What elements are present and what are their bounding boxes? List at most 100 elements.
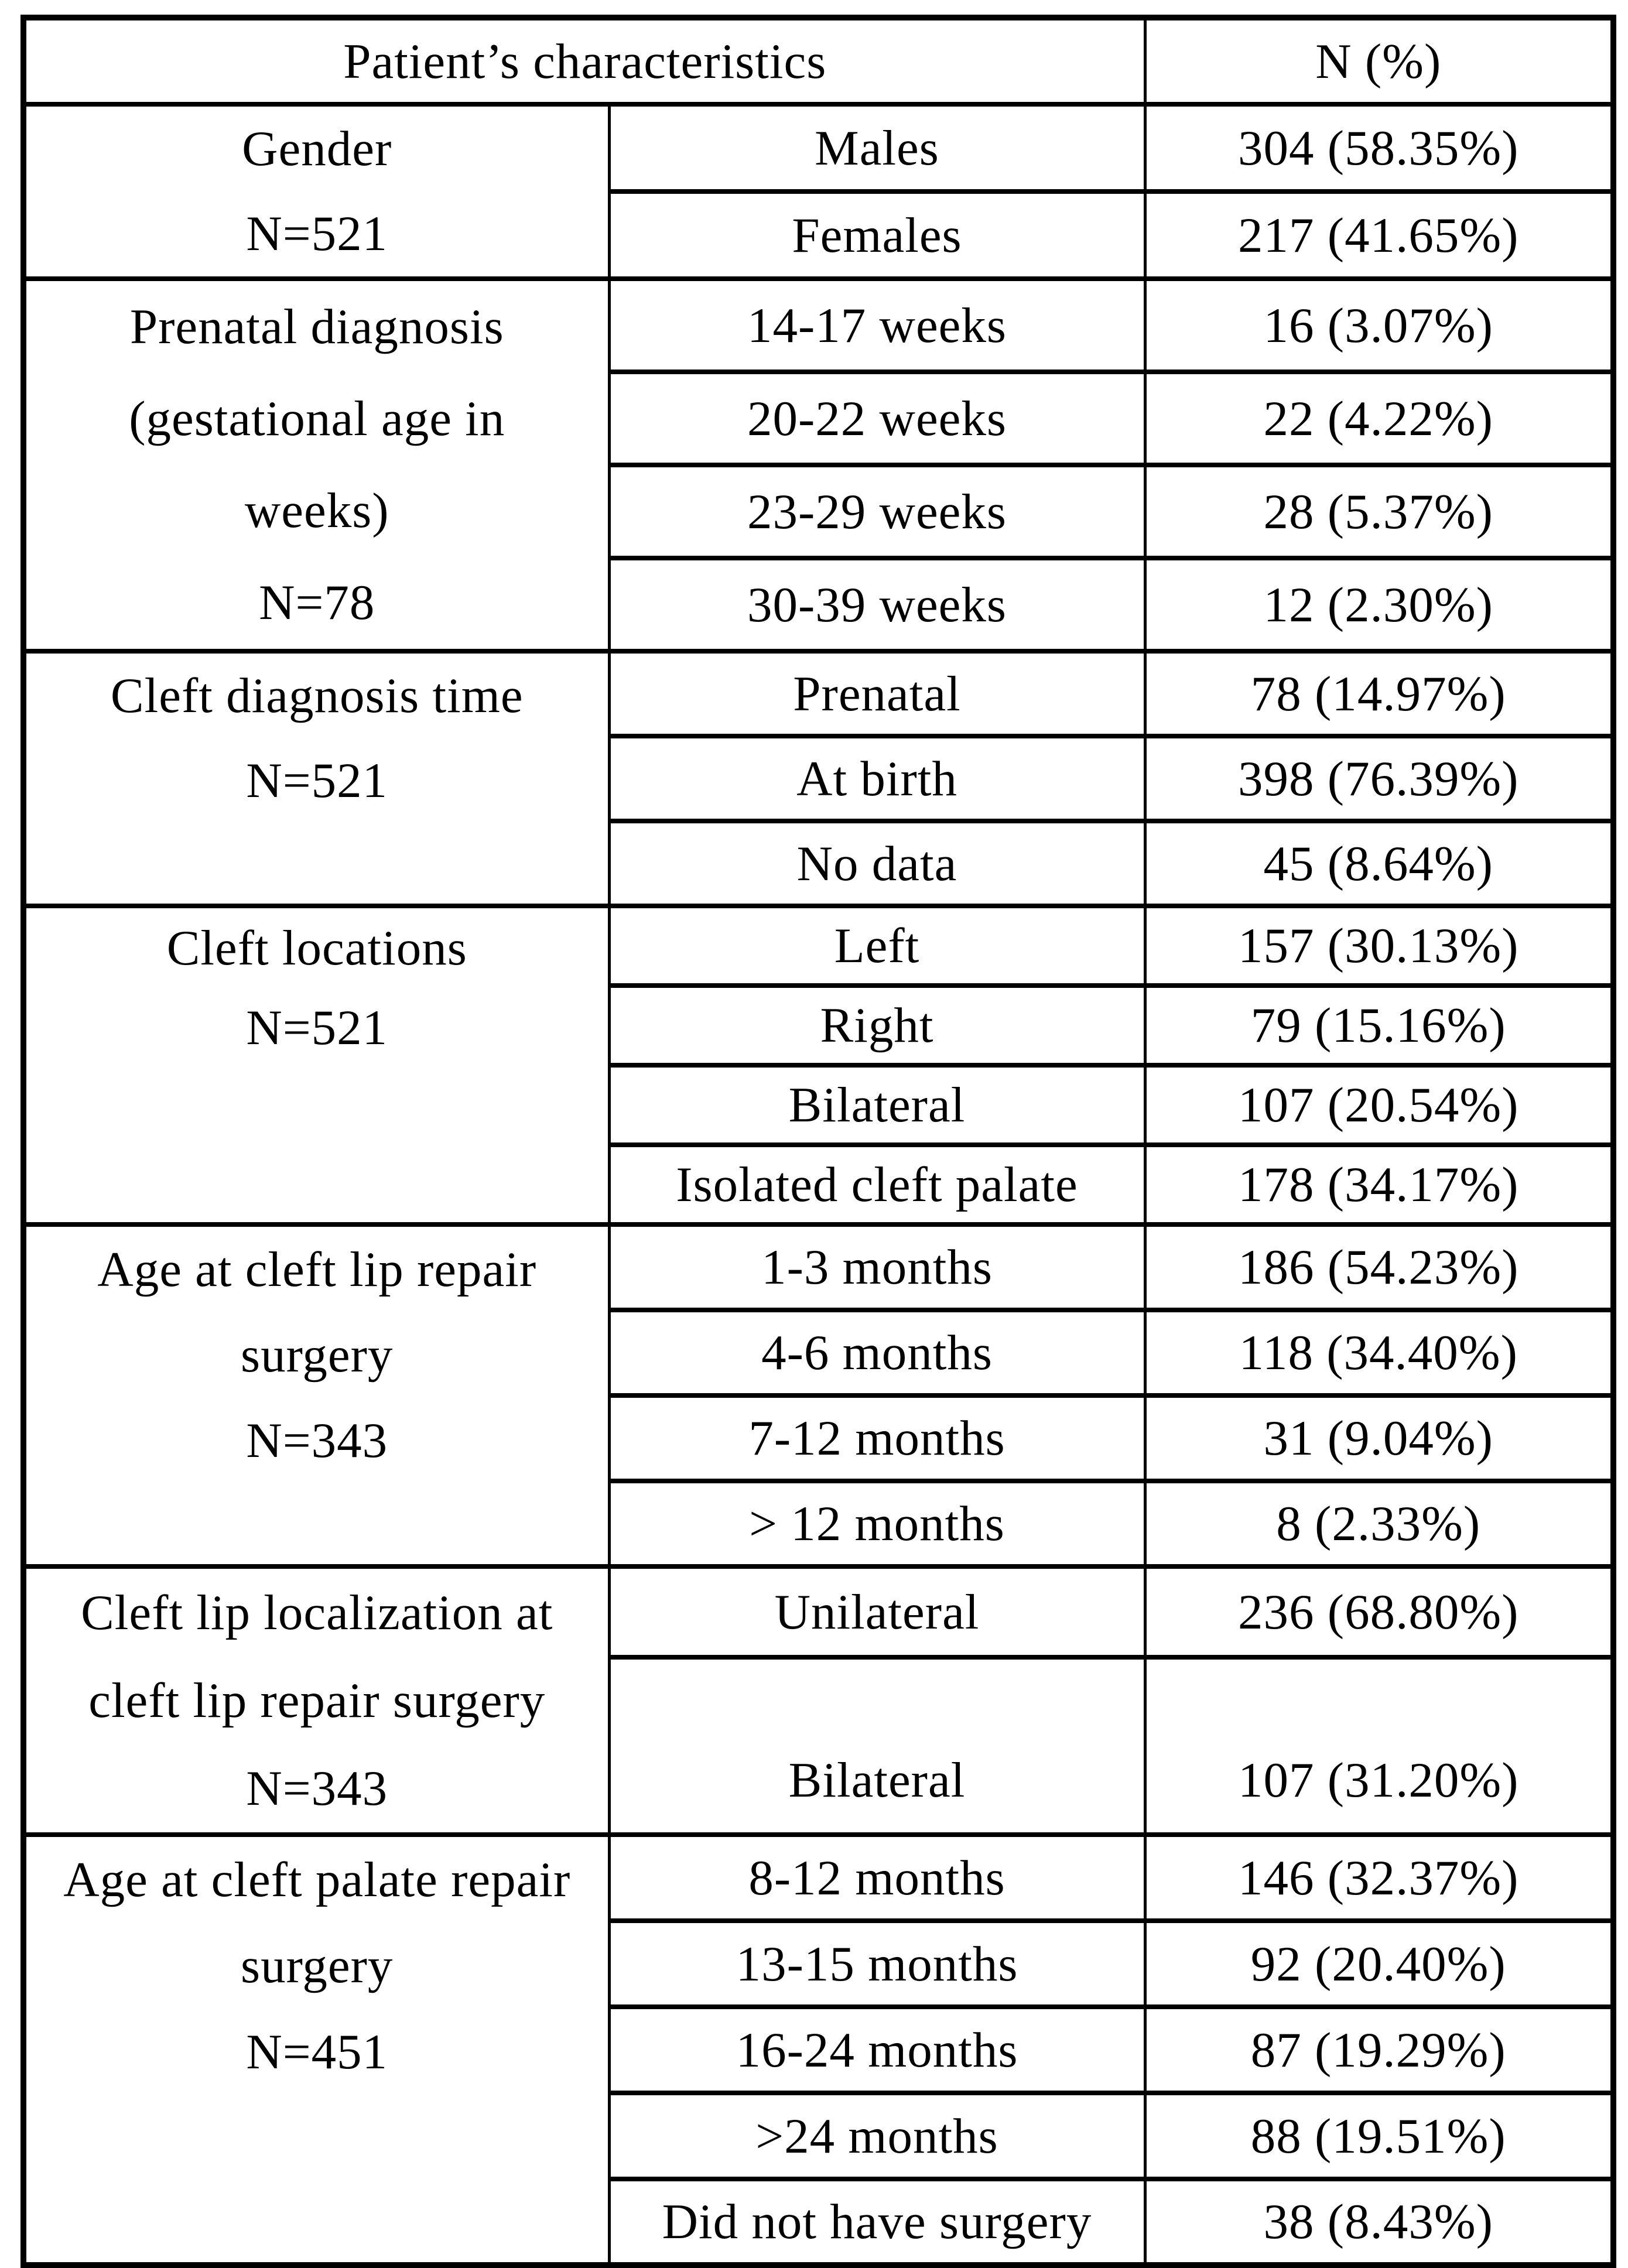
group-label-line: weeks): [244, 483, 389, 538]
patient-characteristics-table: Patient’s characteristics N (%) Gender N…: [20, 15, 1616, 2268]
group-label-line: surgery: [241, 1328, 394, 1383]
table-row: 16-24 months 87 (19.29%): [23, 2004, 1615, 2095]
value-cell: 107 (20.54%): [1143, 1063, 1615, 1147]
table-row: Did not have surgery 38 (8.43%): [23, 2177, 1615, 2267]
group-label-line: Cleft locations: [166, 921, 467, 976]
table-row: 20-22 weeks 22 (4.22%): [23, 370, 1615, 467]
value-cell: 31 (9.04%): [1143, 1393, 1615, 1483]
category-cell: 1-3 months: [607, 1222, 1147, 1312]
value-cell: 146 (32.37%): [1143, 1832, 1615, 1923]
value-cell: 92 (20.40%): [1143, 1918, 1615, 2009]
category-cell: Left: [607, 904, 1147, 988]
value-cell: 12 (2.30%): [1143, 556, 1615, 654]
group-label-line: Gender: [242, 121, 392, 176]
table-row: > 12 months 8 (2.33%): [23, 1479, 1615, 1569]
value-cell: 157 (30.13%): [1143, 904, 1615, 988]
table-row: 7-12 months 31 (9.04%): [23, 1393, 1615, 1483]
table-row: Bilateral 107 (31.20%): [23, 1655, 1615, 1837]
table-row: Cleft locations N=521 Left 157 (30.13%): [22, 904, 1615, 1227]
table-row: Isolated cleft palate 178 (34.17%): [23, 1142, 1615, 1227]
category-cell: No data: [607, 819, 1147, 908]
table-row: 4-6 months 118 (34.40%): [23, 1308, 1615, 1398]
value-cell: 87 (19.29%): [1143, 2004, 1615, 2095]
category-cell: Females: [607, 189, 1147, 281]
category-cell: Unilateral: [607, 1564, 1147, 1660]
group-label-line: N=343: [246, 1761, 388, 1816]
value-cell: 186 (54.23%): [1143, 1222, 1615, 1312]
table-row: Cleft lip localization at cleft lip repa…: [22, 1564, 1615, 1837]
value-cell: 217 (41.65%): [1143, 189, 1615, 281]
table-row: >24 months 88 (19.51%): [23, 2091, 1615, 2181]
group-label-line: N=521: [246, 753, 388, 808]
header-n-percent: N (%): [1143, 15, 1615, 107]
category-cell: 4-6 months: [607, 1308, 1147, 1398]
table-row: Right 79 (15.16%): [23, 983, 1615, 1068]
value-cell: 78 (14.97%): [1143, 649, 1615, 738]
table-row: Bilateral 107 (20.54%): [23, 1063, 1615, 1147]
table-row: Age at cleft palate repair surgery N=451…: [22, 1832, 1615, 2267]
group-label-prenatal-diagnosis: Prenatal diagnosis (gestational age in w…: [22, 276, 611, 654]
header-patient-characteristics: Patient’s characteristics: [22, 15, 1147, 107]
category-cell: Bilateral: [607, 1063, 1147, 1147]
category-cell: 13-15 months: [607, 1918, 1147, 2009]
category-cell: 20-22 weeks: [607, 370, 1147, 467]
group-label-age-cleft-lip-repair: Age at cleft lip repair surgery N=343: [22, 1222, 611, 1569]
table-row: Cleft diagnosis time N=521 Prenatal 78 (…: [22, 649, 1615, 908]
table-header-row: Patient’s characteristics N (%): [22, 15, 1615, 107]
category-cell: 23-29 weeks: [607, 463, 1147, 560]
group-label-line: N=521: [246, 206, 388, 261]
value-cell: 304 (58.35%): [1143, 102, 1615, 194]
group-label-line: Age at cleft palate repair: [63, 1852, 571, 1907]
table-row: At birth 398 (76.39%): [23, 734, 1615, 823]
value-cell: 398 (76.39%): [1143, 734, 1615, 823]
table-row: Gender N=521 Males 304 (58.35%): [22, 102, 1615, 281]
category-cell: 30-39 weeks: [607, 556, 1147, 654]
value-cell: 22 (4.22%): [1143, 370, 1615, 467]
group-label-line: Cleft diagnosis time: [110, 668, 524, 723]
category-cell: Prenatal: [607, 649, 1147, 738]
group-label-line: N=343: [246, 1413, 388, 1468]
value-cell: 45 (8.64%): [1143, 819, 1615, 908]
value-cell: 38 (8.43%): [1143, 2177, 1615, 2267]
category-cell: Right: [607, 983, 1147, 1068]
group-label-line: Age at cleft lip repair: [97, 1242, 537, 1297]
table-row: Females 217 (41.65%): [23, 189, 1615, 281]
category-cell: At birth: [607, 734, 1147, 823]
group-label-line: surgery: [241, 1938, 394, 1993]
group-label-line: N=521: [246, 1000, 388, 1055]
group-label-line: cleft lip repair surgery: [88, 1673, 546, 1728]
group-label-line: N=78: [259, 575, 375, 630]
group-label-line: (gestational age in: [129, 391, 505, 446]
category-cell: Did not have surgery: [607, 2177, 1147, 2267]
table-row: 13-15 months 92 (20.40%): [23, 1918, 1615, 2009]
category-cell: Isolated cleft palate: [607, 1142, 1147, 1227]
group-label-line: Cleft lip localization at: [81, 1585, 553, 1640]
group-label-cleft-lip-localization: Cleft lip localization at cleft lip repa…: [22, 1564, 611, 1837]
value-cell: 178 (34.17%): [1143, 1142, 1615, 1227]
value-cell: 107 (31.20%): [1143, 1655, 1615, 1837]
value-cell: 8 (2.33%): [1143, 1479, 1615, 1569]
value-cell: 28 (5.37%): [1143, 463, 1615, 560]
table-row: Age at cleft lip repair surgery N=343 1-…: [22, 1222, 1615, 1569]
group-label-line: N=451: [246, 2024, 388, 2079]
group-label-gender: Gender N=521: [22, 102, 611, 281]
category-cell: >24 months: [607, 2091, 1147, 2181]
category-cell: 8-12 months: [607, 1832, 1147, 1923]
value-cell: 16 (3.07%): [1143, 276, 1615, 374]
group-label-age-cleft-palate-repair: Age at cleft palate repair surgery N=451: [22, 1832, 611, 2267]
category-cell: > 12 months: [607, 1479, 1147, 1569]
category-cell: 14-17 weeks: [607, 276, 1147, 374]
category-cell: Males: [607, 102, 1147, 194]
category-cell: Bilateral: [607, 1655, 1147, 1837]
value-cell: 118 (34.40%): [1143, 1308, 1615, 1398]
group-label-cleft-diagnosis-time: Cleft diagnosis time N=521: [22, 649, 611, 908]
category-cell: 16-24 months: [607, 2004, 1147, 2095]
value-cell: 79 (15.16%): [1143, 983, 1615, 1068]
value-cell: 236 (68.80%): [1143, 1564, 1615, 1660]
table-row: 30-39 weeks 12 (2.30%): [23, 556, 1615, 654]
table-row: Prenatal diagnosis (gestational age in w…: [22, 276, 1615, 654]
group-label-cleft-locations: Cleft locations N=521: [22, 904, 611, 1227]
table-row: 23-29 weeks 28 (5.37%): [23, 463, 1615, 560]
value-cell: 88 (19.51%): [1143, 2091, 1615, 2181]
